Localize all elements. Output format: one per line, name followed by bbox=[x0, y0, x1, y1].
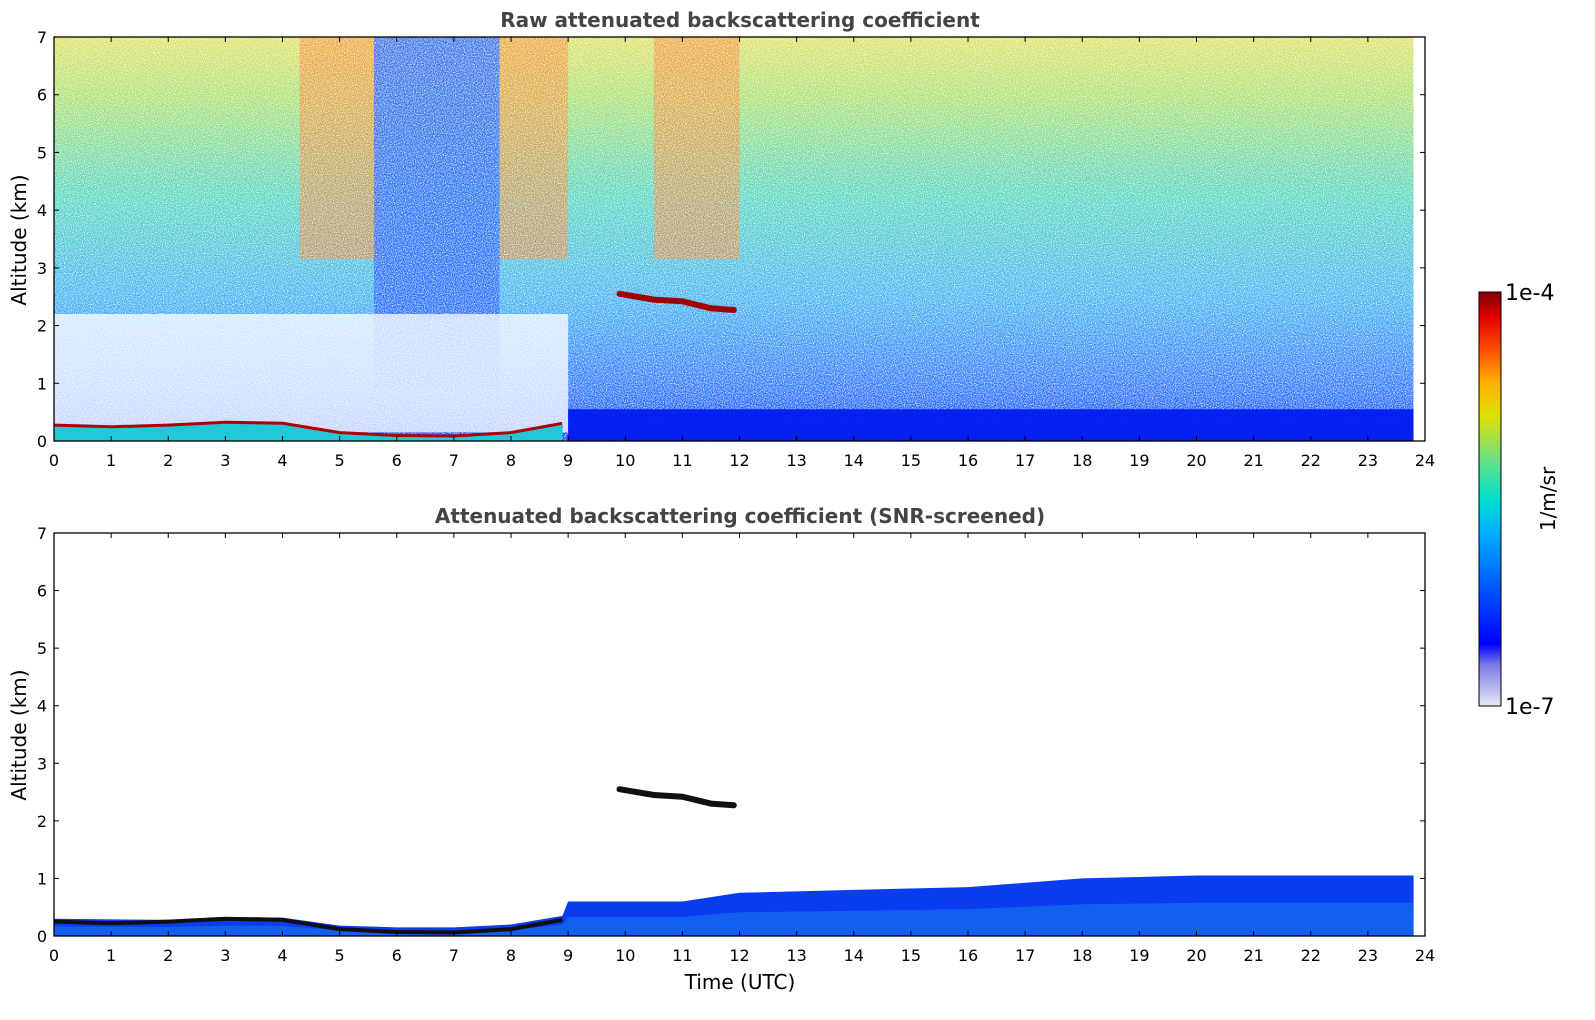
screened-backscatter-panel: Attenuated backscattering coefficient (S… bbox=[7, 504, 1435, 994]
x-tick-label: 21 bbox=[1243, 451, 1263, 470]
boundary-layer bbox=[54, 916, 563, 935]
x-tick-label: 24 bbox=[1415, 946, 1435, 965]
x-tick-label: 18 bbox=[1072, 451, 1092, 470]
x-tick-label: 23 bbox=[1358, 946, 1378, 965]
x-tick-label: 14 bbox=[844, 451, 864, 470]
x-tick-label: 0 bbox=[49, 946, 59, 965]
colorbar-unit-label: 1/m/sr bbox=[1536, 466, 1560, 531]
x-tick-label: 17 bbox=[1015, 451, 1035, 470]
x-tick-label: 15 bbox=[901, 451, 921, 470]
y-tick-label: 4 bbox=[37, 201, 47, 220]
y-axis-label: Altitude (km) bbox=[7, 174, 31, 305]
x-tick-label: 2 bbox=[163, 946, 173, 965]
y-tick-label: 6 bbox=[37, 86, 47, 105]
y-axis: 0 1 2 3 4 5 6 7 bbox=[37, 524, 1425, 946]
x-tick-label: 17 bbox=[1015, 946, 1035, 965]
x-tick-label: 16 bbox=[958, 946, 978, 965]
x-tick-label: 14 bbox=[844, 946, 864, 965]
y-axis: 0 1 2 3 4 5 6 7 bbox=[37, 28, 1425, 451]
x-tick-label: 12 bbox=[729, 946, 749, 965]
y-tick-label: 0 bbox=[37, 927, 47, 946]
x-tick-label: 8 bbox=[506, 946, 516, 965]
aerosol-layer bbox=[568, 409, 1414, 441]
x-tick-label: 7 bbox=[449, 946, 459, 965]
x-tick-label: 8 bbox=[506, 451, 516, 470]
raw-backscatter-panel: Raw attenuated backscattering coefficien… bbox=[7, 8, 1435, 470]
x-tick-label: 18 bbox=[1072, 946, 1092, 965]
y-tick-label: 7 bbox=[37, 28, 47, 47]
x-tick-label: 1 bbox=[106, 451, 116, 470]
x-tick-label: 1 bbox=[106, 946, 116, 965]
x-tick-label: 22 bbox=[1301, 946, 1321, 965]
colorbar-max-label: 1e-4 bbox=[1505, 281, 1554, 306]
cloud-layer bbox=[616, 786, 737, 809]
x-tick-label: 19 bbox=[1129, 946, 1149, 965]
x-tick-label: 7 bbox=[449, 451, 459, 470]
y-tick-label: 1 bbox=[37, 374, 47, 393]
x-tick-label: 10 bbox=[615, 946, 635, 965]
y-axis-label: Altitude (km) bbox=[7, 669, 31, 800]
x-tick-label: 22 bbox=[1301, 451, 1321, 470]
white-void bbox=[54, 314, 569, 433]
x-tick-label: 20 bbox=[1186, 451, 1206, 470]
y-tick-label: 3 bbox=[37, 259, 47, 278]
x-tick-label: 20 bbox=[1186, 946, 1206, 965]
y-tick-label: 2 bbox=[37, 812, 47, 831]
chart-title: Raw attenuated backscattering coefficien… bbox=[500, 8, 980, 32]
x-tick-label: 19 bbox=[1129, 451, 1149, 470]
heatmap-area bbox=[54, 37, 1425, 441]
colorbar: 1e-4 1e-7 1/m/sr bbox=[1478, 281, 1560, 720]
x-tick-label: 5 bbox=[335, 451, 345, 470]
x-tick-label: 0 bbox=[49, 451, 59, 470]
x-tick-label: 9 bbox=[563, 451, 573, 470]
y-tick-label: 6 bbox=[37, 582, 47, 601]
x-tick-label: 4 bbox=[277, 946, 287, 965]
x-tick-label: 23 bbox=[1358, 451, 1378, 470]
x-tick-label: 5 bbox=[335, 946, 345, 965]
cloud-layer bbox=[616, 290, 737, 313]
aerosol-layer-core bbox=[54, 902, 1414, 936]
x-tick-label: 11 bbox=[672, 451, 692, 470]
x-tick-label: 21 bbox=[1243, 946, 1263, 965]
x-tick-label: 11 bbox=[672, 946, 692, 965]
x-tick-label: 2 bbox=[163, 451, 173, 470]
y-tick-label: 0 bbox=[37, 432, 47, 451]
x-tick-label: 6 bbox=[392, 451, 402, 470]
y-tick-label: 2 bbox=[37, 317, 47, 336]
x-axis: 0 1 2 3 4 5 6 7 8 9 10 11 12 13 14 15 16 17 18 19 20 21 22 23 24 bbox=[49, 533, 1435, 965]
x-tick-label: 3 bbox=[220, 451, 230, 470]
x-tick-label: 6 bbox=[392, 946, 402, 965]
y-tick-label: 5 bbox=[37, 143, 47, 162]
x-tick-label: 16 bbox=[958, 451, 978, 470]
x-axis: 0 1 2 3 4 5 6 7 8 9 10 11 12 13 14 15 16 17 18 19 20 21 22 23 24 bbox=[49, 37, 1435, 470]
x-tick-label: 13 bbox=[786, 451, 806, 470]
x-tick-label: 4 bbox=[277, 451, 287, 470]
x-tick-label: 9 bbox=[563, 946, 573, 965]
colorbar-min-label: 1e-7 bbox=[1505, 695, 1554, 720]
x-tick-label: 24 bbox=[1415, 451, 1435, 470]
boundary-layer-fill bbox=[54, 423, 563, 441]
no-data-strip bbox=[1413, 37, 1425, 441]
heatmap-area bbox=[54, 786, 1414, 936]
y-tick-label: 5 bbox=[37, 639, 47, 658]
y-tick-label: 7 bbox=[37, 524, 47, 543]
x-tick-label: 10 bbox=[615, 451, 635, 470]
y-tick-label: 3 bbox=[37, 754, 47, 773]
x-tick-label: 3 bbox=[220, 946, 230, 965]
x-tick-label: 15 bbox=[901, 946, 921, 965]
chart-title: Attenuated backscattering coefficient (S… bbox=[435, 504, 1045, 528]
y-tick-label: 1 bbox=[37, 869, 47, 888]
x-axis-label: Time (UTC) bbox=[684, 970, 796, 994]
colorbar-gradient bbox=[1478, 291, 1502, 707]
x-tick-label: 12 bbox=[729, 451, 749, 470]
y-tick-label: 4 bbox=[37, 697, 47, 716]
x-tick-label: 13 bbox=[786, 946, 806, 965]
